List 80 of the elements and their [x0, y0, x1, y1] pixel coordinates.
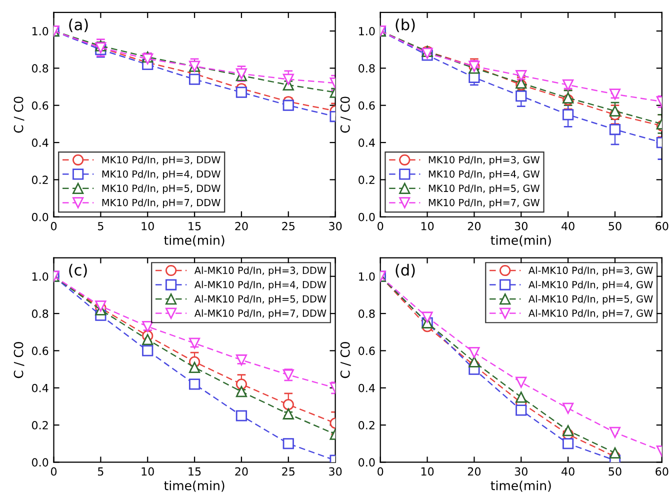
x-tick-label: 40: [562, 222, 574, 230]
x-tick-label: 10: [421, 222, 434, 230]
y-tick-label: 0.6: [32, 101, 48, 110]
annotation: (d): [396, 264, 415, 278]
y-tick-label: 0.2: [358, 421, 374, 430]
y-tick-label: 0.4: [32, 384, 48, 392]
x-tick-label: 5: [98, 467, 104, 476]
x-tick-label: 0: [378, 222, 384, 230]
x-tick-label: 60: [656, 222, 668, 230]
legend-label: MK10 Pd/In, pH=5, GW: [428, 184, 540, 194]
legend-label: Al-MK10 Pd/In, pH=3, DDW: [194, 266, 326, 276]
legend-label: MK10 Pd/In, pH=7, DDW: [102, 198, 220, 208]
y-axis-title: C / C0: [14, 96, 24, 133]
x-tick-label: 20: [235, 467, 248, 476]
y-tick-label: 1.0: [359, 272, 375, 281]
y-tick-label: 0.0: [358, 212, 375, 222]
y-tick-label: 0.6: [32, 346, 48, 356]
legend-label: Al-MK10 Pd/In, pH=7, DDW: [194, 309, 326, 319]
y-axis-title: C / C0: [14, 342, 24, 378]
y-axis-title: C / C0: [340, 96, 351, 133]
x-tick-label: 5: [98, 222, 104, 230]
x-tick-label: 0: [378, 467, 384, 476]
y-tick-label: 0.8: [358, 64, 375, 73]
y-tick-label: 0.8: [32, 64, 48, 73]
y-tick-label: 0.2: [32, 176, 48, 184]
x-tick-label: 0: [50, 222, 57, 230]
y-axis-title: C / C0: [340, 342, 351, 378]
y-tick-label: 0.4: [358, 384, 375, 392]
annotation: (a): [69, 18, 88, 32]
x-tick-label: 30: [329, 467, 342, 476]
annotation: (c): [69, 264, 87, 278]
x-tick-label: 15: [188, 222, 201, 230]
y-tick-label: 0.8: [32, 309, 48, 318]
legend-label: MK10 Pd/In, pH=4, GW: [428, 170, 540, 180]
y-tick-label: 1.0: [32, 272, 48, 281]
x-tick-label: 30: [514, 222, 528, 230]
legend-label: MK10 Pd/In, pH=5, DDW: [102, 184, 220, 194]
x-tick-label: 60: [656, 467, 668, 476]
y-tick-label: 1.0: [359, 26, 375, 36]
x-tick-label: 25: [282, 467, 294, 476]
x-tick-label: 30: [514, 467, 528, 476]
annotation: (b): [396, 18, 415, 32]
y-tick-label: 0.4: [32, 138, 48, 147]
legend-label: Al-MK10 Pd/In, pH=7, GW: [528, 309, 653, 319]
x-axis-title: time(min): [164, 480, 224, 492]
y-tick-label: 0.8: [358, 309, 375, 318]
legend-label: MK10 Pd/In, pH=7, GW: [428, 198, 540, 208]
x-tick-label: 30: [329, 222, 342, 230]
x-axis-title: time(min): [490, 235, 551, 246]
x-tick-label: 10: [142, 467, 154, 476]
y-tick-label: 0.2: [358, 176, 374, 184]
x-tick-label: 40: [562, 467, 574, 476]
y-tick-label: 0.0: [32, 212, 48, 222]
x-axis-title: time(min): [164, 235, 224, 246]
legend-label: Al-MK10 Pd/In, pH=4, GW: [528, 280, 653, 290]
y-tick-label: 1.0: [32, 26, 48, 36]
x-tick-label: 0: [50, 467, 57, 476]
x-tick-label: 50: [608, 222, 622, 230]
x-tick-label: 25: [282, 222, 294, 230]
x-tick-label: 10: [421, 467, 434, 476]
legend-label: MK10 Pd/In, pH=3, DDW: [102, 156, 220, 166]
x-axis-title: time(min): [490, 480, 551, 492]
y-tick-label: 0.6: [358, 101, 375, 110]
legend-label: Al-MK10 Pd/In, pH=5, GW: [528, 295, 653, 304]
x-tick-label: 50: [608, 467, 622, 476]
x-tick-label: 20: [235, 222, 248, 230]
x-tick-label: 20: [468, 467, 481, 476]
y-tick-label: 0.6: [358, 346, 375, 356]
legend-label: MK10 Pd/In, pH=3, GW: [428, 156, 540, 166]
y-tick-label: 0.0: [358, 458, 375, 467]
legend-label: Al-MK10 Pd/In, pH=5, DDW: [194, 295, 326, 304]
legend-label: Al-MK10 Pd/In, pH=3, GW: [528, 266, 653, 276]
x-tick-label: 15: [188, 467, 201, 476]
y-tick-label: 0.0: [32, 458, 48, 467]
legend-label: Al-MK10 Pd/In, pH=4, DDW: [194, 280, 326, 290]
legend-label: MK10 Pd/In, pH=4, DDW: [102, 170, 220, 180]
y-tick-label: 0.4: [358, 138, 375, 147]
x-tick-label: 10: [142, 222, 154, 230]
x-tick-label: 20: [468, 222, 481, 230]
y-tick-label: 0.2: [32, 421, 48, 430]
